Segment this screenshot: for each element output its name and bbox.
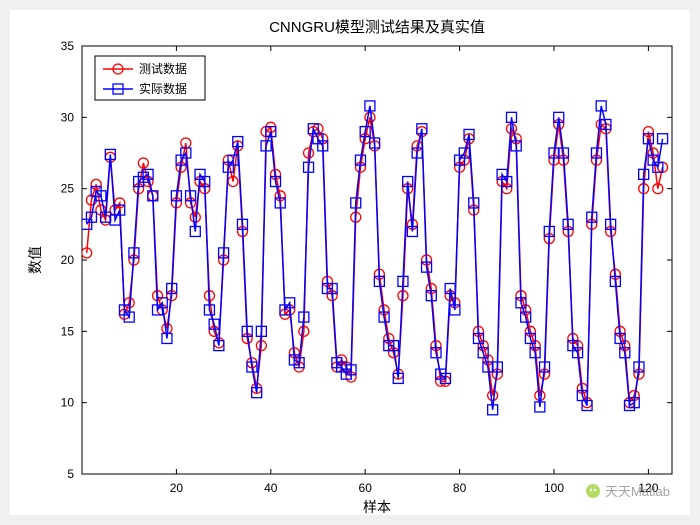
ytick-label: 35 [61,39,75,53]
chart-container: 204060801001205101520253035CNNGRU模型测试结果及… [10,10,690,515]
ytick-label: 25 [61,182,75,196]
legend-label: 测试数据 [139,61,187,76]
xtick-label: 40 [264,481,278,495]
xtick-label: 100 [544,481,564,495]
plot-box [82,46,672,474]
xtick-label: 60 [359,481,373,495]
ytick-label: 30 [61,110,75,124]
line-chart: 204060801001205101520253035CNNGRU模型测试结果及… [10,10,690,515]
watermark-text: 天天Matlab [605,481,670,500]
ytick-label: 10 [61,396,75,410]
xtick-label: 20 [170,481,184,495]
ytick-label: 20 [61,253,75,267]
ytick-label: 15 [61,324,75,338]
xtick-label: 80 [453,481,467,495]
ytick-label: 5 [67,467,74,481]
wechat-icon [585,483,601,499]
ylabel: 数值 [27,246,43,274]
legend-label: 实际数据 [139,81,187,96]
xlabel: 样本 [363,499,391,515]
series-line-1 [87,106,663,410]
watermark: 天天Matlab [585,481,670,500]
chart-title: CNNGRU模型测试结果及真实值 [269,18,485,36]
